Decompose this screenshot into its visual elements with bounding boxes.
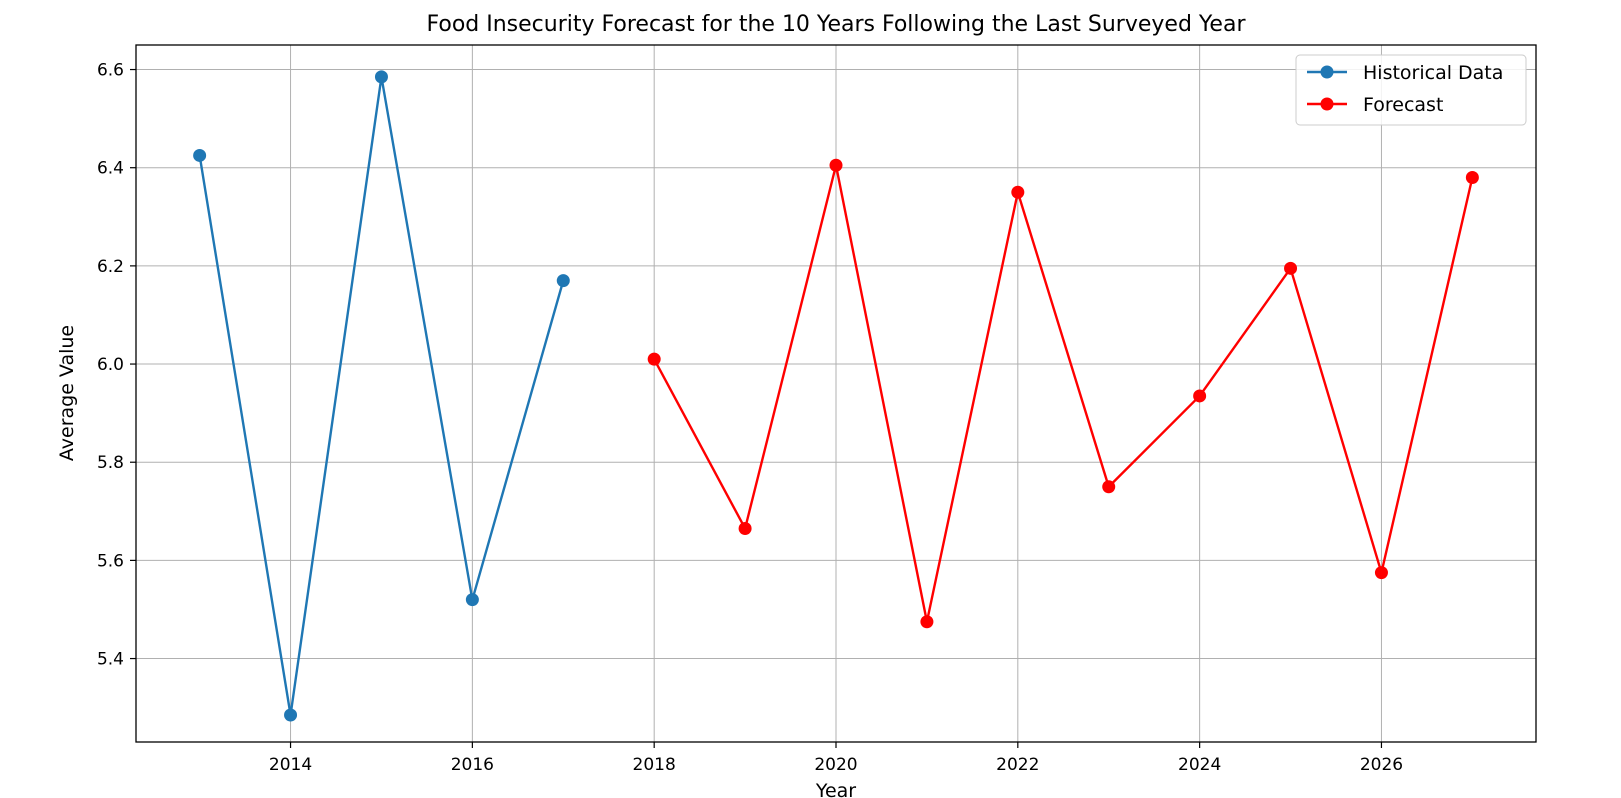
data-point xyxy=(1465,171,1479,185)
x-tick-label: 2014 xyxy=(269,755,312,775)
data-point xyxy=(1193,389,1207,403)
legend-label-historical: Historical Data xyxy=(1363,62,1503,84)
grid xyxy=(136,45,1536,742)
x-axis-label: Year xyxy=(815,780,856,798)
y-tick-label: 5.6 xyxy=(97,551,124,571)
series-line-1 xyxy=(653,164,1474,623)
data-point xyxy=(920,615,934,629)
y-tick-label: 6.6 xyxy=(97,61,124,81)
series-line-0 xyxy=(198,75,565,717)
plot-frame xyxy=(135,44,1537,743)
series-layer xyxy=(193,70,1479,722)
chart-title: Food Insecurity Forecast for the 10 Year… xyxy=(427,12,1247,37)
data-point xyxy=(556,274,570,288)
legend-label-forecast: Forecast xyxy=(1363,94,1443,116)
x-tick-label: 2026 xyxy=(1360,755,1403,775)
y-tick-label: 6.0 xyxy=(97,355,124,375)
data-point xyxy=(1284,261,1298,275)
y-tick-label: 5.8 xyxy=(97,453,124,473)
data-point xyxy=(374,70,388,84)
data-point xyxy=(465,593,479,607)
y-tick-label: 5.4 xyxy=(97,650,124,670)
data-point xyxy=(284,708,298,722)
data-point xyxy=(1011,185,1025,199)
data-point xyxy=(193,148,207,162)
x-tick-label: 2016 xyxy=(451,755,494,775)
y-tick-label: 6.2 xyxy=(97,257,124,277)
y-tick-label: 6.4 xyxy=(97,159,124,179)
data-point xyxy=(738,521,752,535)
legend: Historical Data Forecast xyxy=(1295,54,1527,126)
axis-ticks: 2014 2016 2018 2020 2022 2024 2026 5.4 5.6 5.8 6.0… xyxy=(97,61,1403,775)
legend-marker-historical xyxy=(1320,65,1334,79)
x-tick-label: 2022 xyxy=(996,755,1039,775)
legend-box xyxy=(1295,54,1527,126)
x-tick-label: 2018 xyxy=(633,755,676,775)
data-point xyxy=(829,158,843,172)
legend-marker-forecast xyxy=(1320,97,1334,111)
data-point xyxy=(1374,566,1388,580)
x-tick-label: 2020 xyxy=(814,755,857,775)
data-point xyxy=(1102,480,1116,494)
y-axis-label: Average Value xyxy=(56,325,78,461)
x-tick-label: 2024 xyxy=(1178,755,1221,775)
data-point xyxy=(647,352,661,366)
